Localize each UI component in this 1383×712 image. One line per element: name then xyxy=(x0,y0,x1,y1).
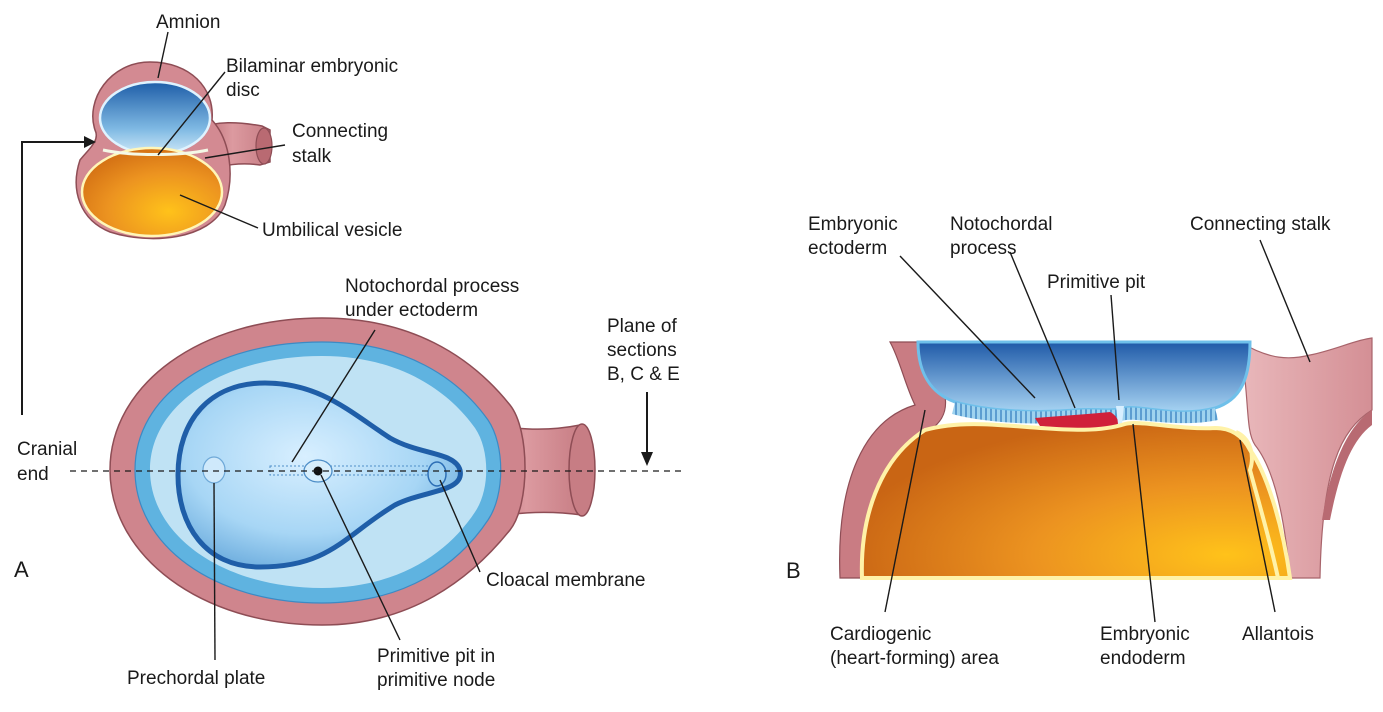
label-allantois: Allantois xyxy=(1242,624,1314,645)
label-ecto-1: Embryonic xyxy=(808,214,898,235)
label-stalk-2: stalk xyxy=(292,146,332,167)
panel-b-leaders xyxy=(884,239,1311,623)
label-prechordal: Prechordal plate xyxy=(127,668,265,689)
label-umbilical: Umbilical vesicle xyxy=(262,220,402,241)
cloacal-membrane-mark xyxy=(427,461,447,487)
label-noto-b-2: process xyxy=(950,238,1017,259)
section-amniotic-cavity xyxy=(916,340,1252,414)
label-stalk-b: Connecting stalk xyxy=(1190,214,1331,235)
label-amnion: Amnion xyxy=(156,12,220,33)
label-cloacal: Cloacal membrane xyxy=(486,570,645,591)
section-umbilical-vesicle xyxy=(859,421,1293,580)
label-plane-1: Plane of xyxy=(607,316,677,337)
prechordal-plate-mark xyxy=(202,456,226,484)
section-allantois xyxy=(1235,430,1280,579)
label-stalk-1: Connecting xyxy=(292,121,388,142)
section-view xyxy=(839,337,1373,580)
small-amniotic-cavity xyxy=(98,80,212,156)
label-pit-1: Primitive pit in xyxy=(377,646,495,667)
section-notochordal-process xyxy=(1035,412,1119,429)
label-endo-2: endoderm xyxy=(1100,648,1186,669)
label-noto-2: under ectoderm xyxy=(345,300,478,321)
small-umbilical-vesicle xyxy=(80,146,224,238)
panel-b-labels: Embryonic ectoderm Notochordal process P… xyxy=(786,214,1331,669)
label-endo-1: Embryonic xyxy=(1100,624,1190,645)
section-connecting-stalk xyxy=(1239,337,1373,579)
panel-letter-a: A xyxy=(14,557,29,582)
label-primitive-pit: Primitive pit xyxy=(1047,272,1146,293)
label-bilaminar-2: disc xyxy=(226,80,260,101)
label-noto-1: Notochordal process xyxy=(345,276,519,297)
label-cranial-2: end xyxy=(17,464,49,485)
label-ecto-2: ectoderm xyxy=(808,238,887,259)
label-plane-3: B, C & E xyxy=(607,364,680,385)
label-bilaminar-1: Bilaminar embryonic xyxy=(226,56,398,77)
cranial-arrow xyxy=(21,136,96,415)
label-cardio-2: (heart-forming) area xyxy=(830,648,999,669)
panel-a-leaders xyxy=(157,31,481,661)
panel-a-labels: Amnion Bilaminar embryonic disc Connecti… xyxy=(14,12,680,691)
label-cardio-1: Cardiogenic xyxy=(830,624,931,645)
label-plane-2: sections xyxy=(607,340,677,361)
panel-letter-b: B xyxy=(786,558,801,583)
label-pit-2: primitive node xyxy=(377,670,495,691)
small-embryo xyxy=(75,61,273,240)
label-cranial-1: Cranial xyxy=(17,439,77,460)
plane-arrow xyxy=(641,392,653,466)
label-noto-b-1: Notochordal xyxy=(950,214,1052,235)
section-ectoderm xyxy=(952,402,1218,424)
